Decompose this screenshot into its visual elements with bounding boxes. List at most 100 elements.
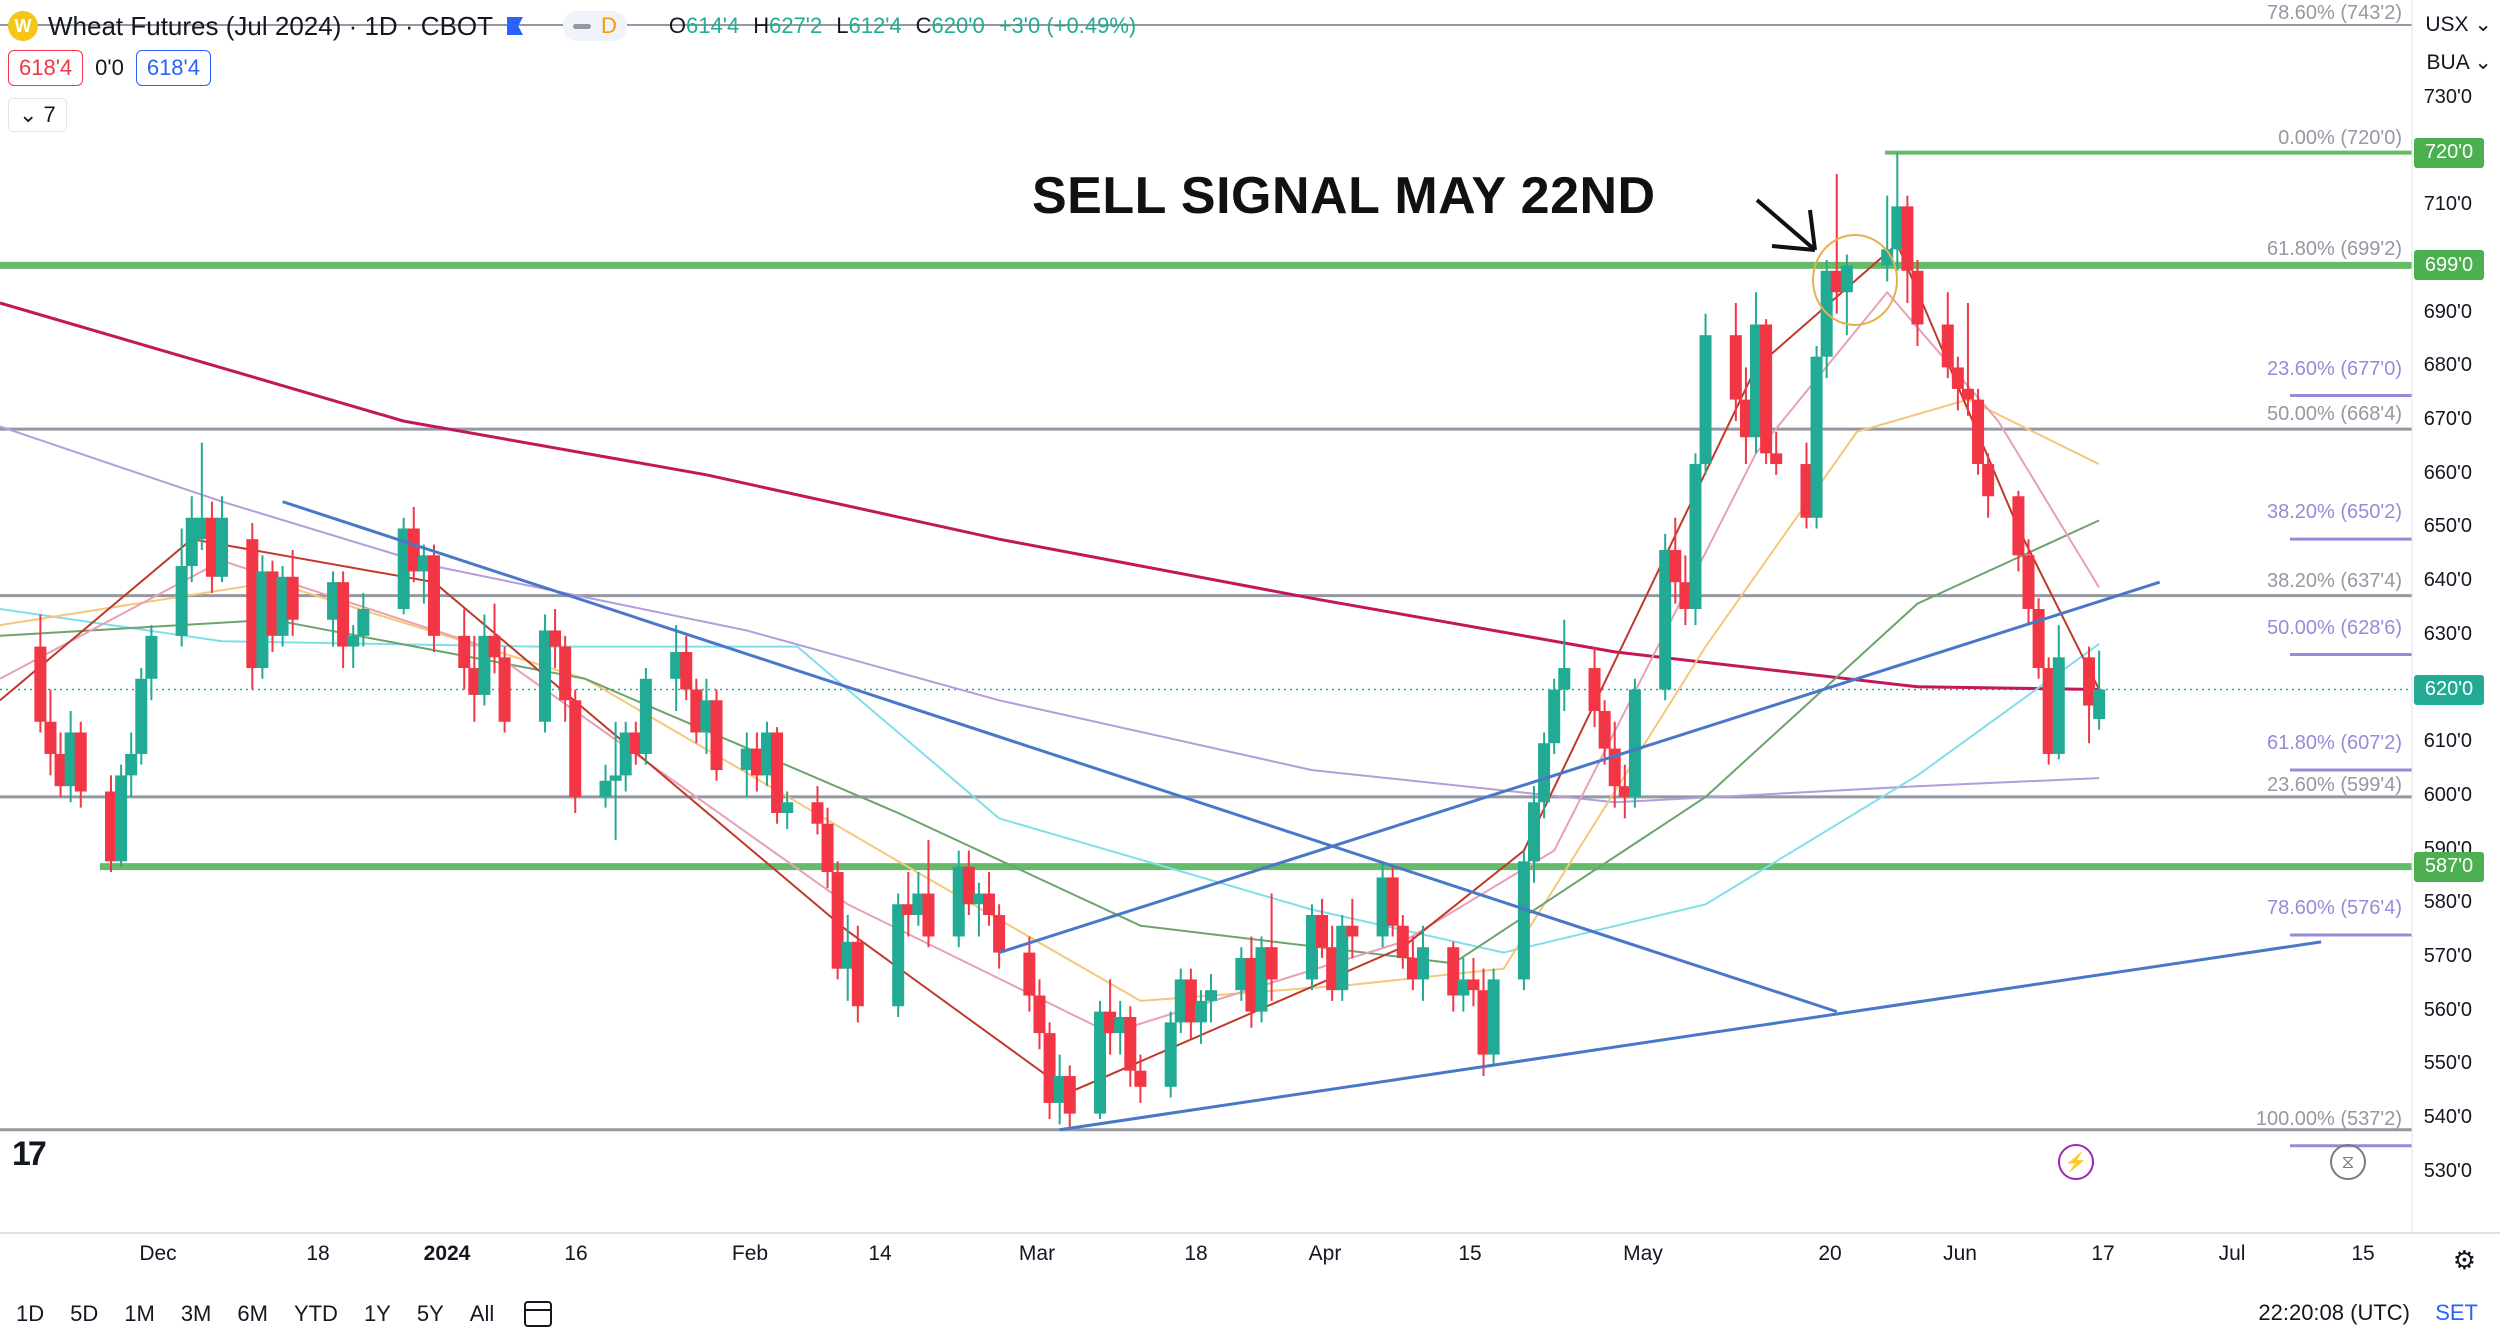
candle[interactable] — [417, 544, 430, 604]
candle[interactable] — [2022, 539, 2035, 626]
candle[interactable] — [115, 764, 128, 867]
candle[interactable] — [185, 496, 198, 583]
candle[interactable] — [549, 609, 562, 669]
candle[interactable] — [559, 635, 572, 722]
candle[interactable] — [1124, 1006, 1137, 1087]
moving-average-line[interactable] — [0, 425, 2100, 804]
candle[interactable] — [1689, 453, 1702, 626]
candle[interactable] — [670, 625, 683, 711]
candle[interactable] — [347, 625, 360, 669]
candle[interactable] — [690, 678, 703, 744]
candle[interactable] — [337, 571, 350, 669]
candle[interactable] — [1527, 786, 1540, 883]
candle[interactable] — [1406, 936, 1419, 991]
data-source-badge[interactable]: D — [563, 11, 627, 41]
range-button-ytd[interactable]: YTD — [293, 1300, 338, 1326]
candle[interactable] — [700, 678, 713, 754]
candle[interactable] — [811, 786, 824, 835]
buy-price-button[interactable]: 618'4 — [135, 50, 211, 86]
candle[interactable] — [1043, 1022, 1056, 1119]
candle[interactable] — [1618, 764, 1631, 819]
candle[interactable] — [1336, 915, 1349, 1001]
candle[interactable] — [1457, 957, 1470, 1012]
range-button-1m[interactable]: 1M — [124, 1300, 155, 1326]
candle[interactable] — [1104, 979, 1117, 1055]
candle[interactable] — [1517, 850, 1530, 991]
flag-icon[interactable] — [507, 17, 524, 35]
candle[interactable] — [2032, 598, 2045, 679]
candle[interactable] — [740, 732, 753, 797]
candle[interactable] — [1194, 990, 1207, 1044]
candle[interactable] — [135, 668, 148, 765]
candle[interactable] — [750, 732, 763, 792]
tradingview-logo[interactable]: 17 — [12, 1135, 47, 1173]
candle[interactable] — [1830, 174, 1843, 314]
candle[interactable] — [922, 839, 935, 948]
candle[interactable] — [1396, 915, 1409, 969]
candle[interactable] — [427, 544, 440, 652]
range-button-all[interactable]: All — [469, 1300, 495, 1326]
candle[interactable] — [256, 555, 269, 679]
candle[interactable] — [1305, 904, 1318, 991]
candle[interactable] — [175, 528, 188, 647]
candle[interactable] — [216, 496, 229, 583]
candle[interactable] — [1961, 303, 1974, 416]
range-button-1d[interactable]: 1D — [16, 1300, 45, 1326]
candle[interactable] — [1477, 968, 1490, 1077]
candle[interactable] — [125, 732, 138, 797]
candle[interactable] — [1729, 303, 1742, 422]
candle[interactable] — [1316, 898, 1329, 958]
candle[interactable] — [498, 646, 511, 733]
candle[interactable] — [1376, 861, 1389, 948]
sell-price-button[interactable]: 618'4 — [8, 50, 84, 86]
candle[interactable] — [1972, 388, 1985, 475]
candle[interactable] — [892, 893, 905, 1017]
candle[interactable] — [1346, 898, 1359, 958]
candle[interactable] — [912, 872, 925, 926]
candle[interactable] — [609, 721, 622, 840]
candle[interactable] — [1205, 974, 1218, 1023]
unit-select[interactable]: BUA ⌄ — [2426, 51, 2492, 74]
trend-line[interactable] — [998, 580, 2161, 955]
calendar-icon[interactable] — [524, 1300, 553, 1327]
candle[interactable] — [771, 727, 784, 824]
candle[interactable] — [1800, 442, 1813, 529]
candle[interactable] — [983, 872, 996, 926]
candle[interactable] — [1659, 533, 1672, 701]
candle[interactable] — [1901, 195, 1914, 303]
candle[interactable] — [1134, 1054, 1147, 1103]
candle[interactable] — [1265, 893, 1278, 1001]
candle[interactable] — [1094, 1000, 1107, 1119]
candle[interactable] — [1770, 431, 1783, 475]
candle[interactable] — [246, 523, 259, 690]
currency-select[interactable]: USX ⌄ — [2425, 13, 2492, 36]
candle[interactable] — [841, 915, 854, 1001]
candle[interactable] — [276, 566, 289, 647]
candle[interactable] — [1063, 1065, 1076, 1130]
candle[interactable] — [1548, 678, 1561, 754]
candle[interactable] — [538, 614, 551, 733]
set-button[interactable]: SET — [2435, 1300, 2478, 1325]
candle[interactable] — [680, 635, 693, 701]
candle[interactable] — [629, 721, 642, 765]
utc-clock[interactable]: 22:20:08 (UTC) — [2258, 1300, 2410, 1325]
candle[interactable] — [357, 592, 370, 647]
candle[interactable] — [1033, 979, 1046, 1050]
price-tag[interactable]: 720'0 — [2414, 137, 2484, 168]
range-button-1y[interactable]: 1Y — [363, 1300, 391, 1326]
moving-average-line[interactable] — [0, 608, 2100, 954]
candle[interactable] — [1588, 646, 1601, 728]
candle[interactable] — [619, 721, 632, 792]
candle[interactable] — [760, 721, 773, 787]
candle[interactable] — [1053, 1054, 1066, 1125]
candle[interactable] — [952, 850, 965, 948]
candle[interactable] — [478, 614, 491, 706]
candle[interactable] — [468, 635, 481, 722]
candle[interactable] — [2093, 650, 2106, 730]
settings-gear-icon[interactable]: ⚙ — [2452, 1245, 2476, 1275]
candle[interactable] — [1386, 866, 1399, 937]
candle[interactable] — [902, 872, 915, 937]
trend-line[interactable] — [1059, 940, 2322, 1132]
candle[interactable] — [2083, 646, 2096, 744]
candle[interactable] — [1235, 947, 1248, 1001]
